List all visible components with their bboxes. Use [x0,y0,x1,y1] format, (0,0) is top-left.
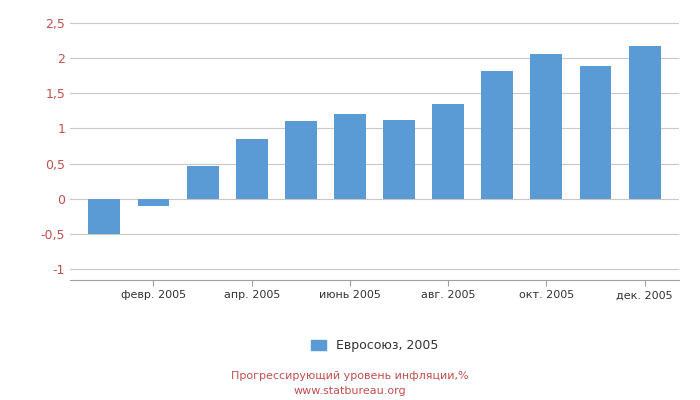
Bar [137,199,169,206]
Bar [629,46,661,199]
Text: Прогрессирующий уровень инфляции,%
www.statbureau.org: Прогрессирующий уровень инфляции,% www.s… [231,371,469,396]
Bar [187,166,218,199]
Bar [88,199,120,234]
Bar [334,114,366,199]
Bar [482,70,513,199]
Bar [383,120,415,199]
Bar [236,139,267,199]
Legend: Евросоюз, 2005: Евросоюз, 2005 [306,334,443,358]
Bar [580,66,612,199]
Bar [531,54,562,199]
Bar [285,121,317,199]
Bar [432,104,464,199]
